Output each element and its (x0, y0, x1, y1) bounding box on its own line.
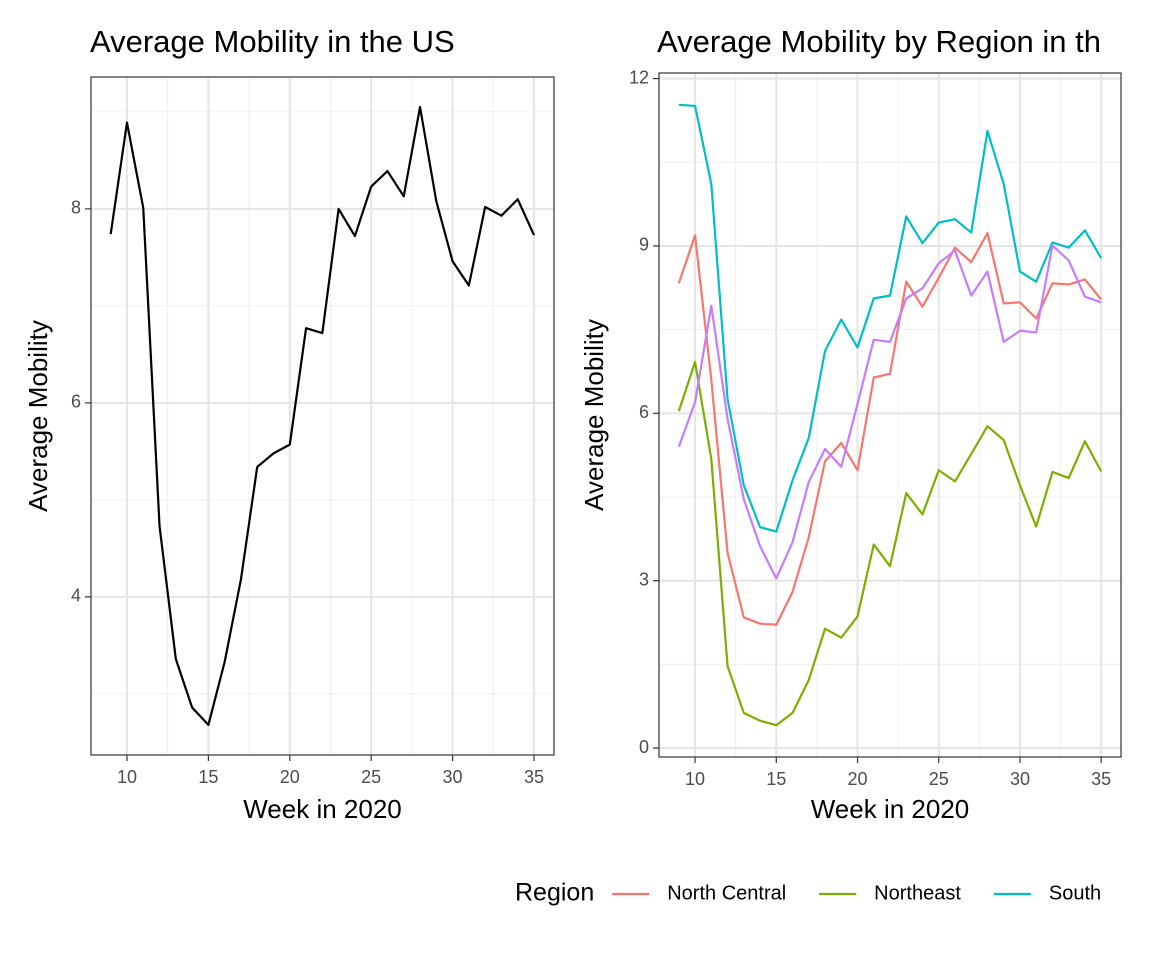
x-tick-label: 25 (361, 767, 381, 787)
y-tick-label: 3 (639, 569, 649, 589)
y-axis-label: Average Mobility (23, 320, 53, 512)
x-axis-label: Week in 2020 (811, 794, 970, 824)
chart-title: Average Mobility by Region in th (657, 24, 1101, 59)
y-tick-label: 9 (639, 235, 649, 255)
x-tick-label: 30 (1010, 769, 1030, 789)
legend-label: North Central (667, 882, 786, 904)
data-line (677, 244, 1102, 580)
legend-title: Region (515, 879, 594, 907)
x-tick-label: 35 (524, 767, 544, 787)
y-tick-label: 6 (639, 402, 649, 422)
y-axis-label: Average Mobility (579, 319, 609, 511)
x-tick-label: 15 (766, 769, 786, 789)
x-tick-label: 35 (1091, 769, 1111, 789)
x-tick-label: 30 (443, 767, 463, 787)
data-line (677, 232, 1103, 626)
y-tick-label: 6 (71, 392, 81, 412)
x-axis-label: Week in 2020 (243, 794, 402, 824)
y-tick-label: 8 (71, 198, 81, 218)
y-tick-label: 4 (71, 586, 81, 606)
x-tick-label: 15 (198, 767, 218, 787)
data-line (109, 105, 535, 727)
x-tick-label: 25 (929, 769, 949, 789)
x-tick-label: 20 (847, 769, 867, 789)
chart-title: Average Mobility in the US (90, 24, 455, 59)
y-tick-label: 12 (629, 67, 649, 87)
x-tick-label: 10 (685, 769, 705, 789)
data-line (677, 360, 1103, 727)
x-tick-label: 10 (117, 767, 137, 787)
panel-border (658, 72, 1122, 758)
data-line (678, 103, 1103, 533)
panel-border (90, 76, 555, 756)
legend-label: Northeast (874, 882, 961, 904)
x-tick-label: 20 (280, 767, 300, 787)
legend-label: South (1049, 882, 1101, 904)
y-tick-label: 0 (639, 737, 649, 757)
